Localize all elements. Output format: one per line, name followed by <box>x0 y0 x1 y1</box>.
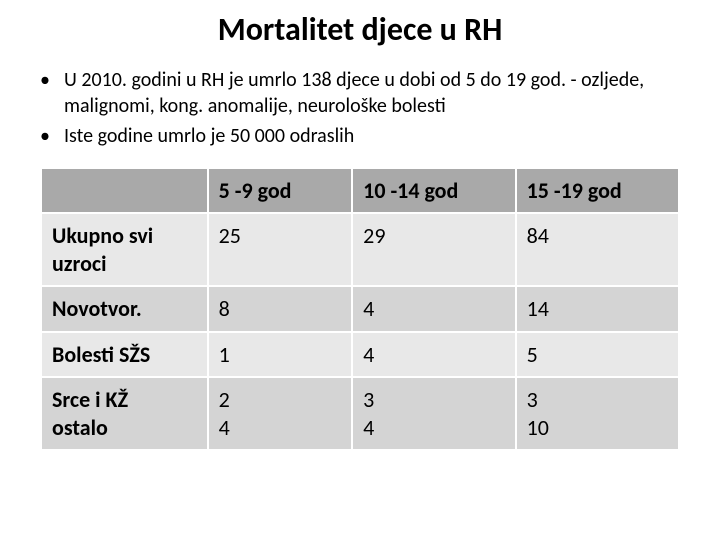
table-row: Novotvor. 8 4 14 <box>41 286 679 332</box>
table-header-cell: 15 -19 god <box>516 168 679 213</box>
table-cell: 4 <box>352 332 515 378</box>
table-cell: 4 <box>352 286 515 332</box>
table-header-cell <box>41 168 208 213</box>
row-label: Ukupno svi uzroci <box>41 213 208 286</box>
table-cell: 1 <box>208 332 353 378</box>
slide: Mortalitet djece u RH U 2010. godini u R… <box>0 0 720 540</box>
table-cell: 3 10 <box>516 377 679 450</box>
table-cell: 25 <box>208 213 353 286</box>
table-row: Bolesti SŽS 1 4 5 <box>41 332 679 378</box>
table-header-cell: 5 -9 god <box>208 168 353 213</box>
table-cell: 29 <box>352 213 515 286</box>
table-cell: 3 4 <box>352 377 515 450</box>
mortality-table: 5 -9 god 10 -14 god 15 -19 god Ukupno sv… <box>40 167 680 451</box>
bullet-text: Iste godine umrlo je 50 000 odraslih <box>64 123 690 149</box>
table-cell: 2 4 <box>208 377 353 450</box>
table-cell: 5 <box>516 332 679 378</box>
list-item: U 2010. godini u RH je umrlo 138 djece u… <box>40 67 690 119</box>
row-label: Novotvor. <box>41 286 208 332</box>
table-row: Srce i KŽ ostalo 2 4 3 4 3 10 <box>41 377 679 450</box>
table-cell: 84 <box>516 213 679 286</box>
table-header-cell: 10 -14 god <box>352 168 515 213</box>
table-row: Ukupno svi uzroci 25 29 84 <box>41 213 679 286</box>
row-label: Srce i KŽ ostalo <box>41 377 208 450</box>
table-header-row: 5 -9 god 10 -14 god 15 -19 god <box>41 168 679 213</box>
row-label: Bolesti SŽS <box>41 332 208 378</box>
table-cell: 8 <box>208 286 353 332</box>
page-title: Mortalitet djece u RH <box>30 10 690 49</box>
bullet-text: U 2010. godini u RH je umrlo 138 djece u… <box>64 67 690 119</box>
list-item: Iste godine umrlo je 50 000 odraslih <box>40 123 690 149</box>
bullet-list: U 2010. godini u RH je umrlo 138 djece u… <box>40 67 690 149</box>
table-cell: 14 <box>516 286 679 332</box>
